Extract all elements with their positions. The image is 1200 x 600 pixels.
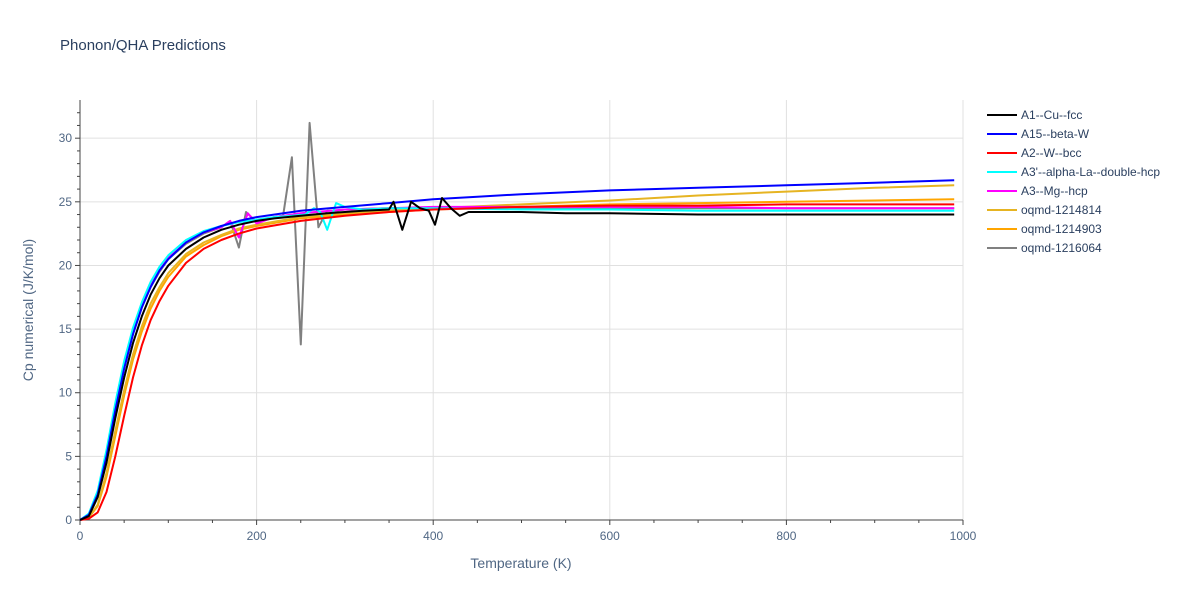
series-line: [79, 121, 955, 521]
y-tick-label: 25: [59, 195, 73, 209]
series-line: [79, 205, 955, 521]
chart-title: Phonon/QHA Predictions: [60, 37, 226, 54]
x-tick-label: 400: [423, 529, 443, 543]
series-line: [79, 202, 955, 521]
y-tick-label: 10: [59, 386, 73, 400]
series-line: [79, 203, 955, 521]
y-tick-label: 0: [65, 513, 72, 527]
series-line: [79, 179, 955, 521]
legend: A1--Cu--fcc A15--beta-W A2--W--bcc A3'--alp…: [987, 108, 1160, 255]
y-axis-title: Cp numerical (J/K/mol): [20, 239, 36, 381]
plot-area: [79, 121, 955, 521]
y-tick-label: 30: [59, 131, 73, 145]
legend-label: oqmd-1214903: [1021, 222, 1102, 236]
grid: [80, 100, 964, 520]
legend-label: A2--W--bcc: [1021, 146, 1081, 160]
y-tick-label: 5: [65, 449, 72, 463]
y-tick-label: 20: [59, 258, 73, 272]
x-tick-label: 200: [247, 529, 267, 543]
axes: 0 200 400 600 800 1000 0 5 10 15 20 25 30: [59, 100, 977, 543]
series-line: [79, 197, 955, 521]
x-tick-label: 1000: [950, 529, 977, 543]
legend-label: A15--beta-W: [1021, 127, 1090, 141]
legend-label: oqmd-1214814: [1021, 203, 1102, 217]
x-tick-label: 600: [600, 529, 620, 543]
y-tick-label: 15: [59, 322, 73, 336]
legend-label: A3--Mg--hcp: [1021, 184, 1088, 198]
x-tick-label: 800: [776, 529, 796, 543]
series-line: [79, 184, 955, 521]
x-tick-label: 0: [77, 529, 84, 543]
legend-label: A3'--alpha-La--double-hcp: [1021, 165, 1160, 179]
legend-label: oqmd-1216064: [1021, 241, 1102, 255]
legend-label: A1--Cu--fcc: [1021, 108, 1082, 122]
x-axis-title: Temperature (K): [470, 555, 571, 571]
series-line: [79, 198, 955, 521]
